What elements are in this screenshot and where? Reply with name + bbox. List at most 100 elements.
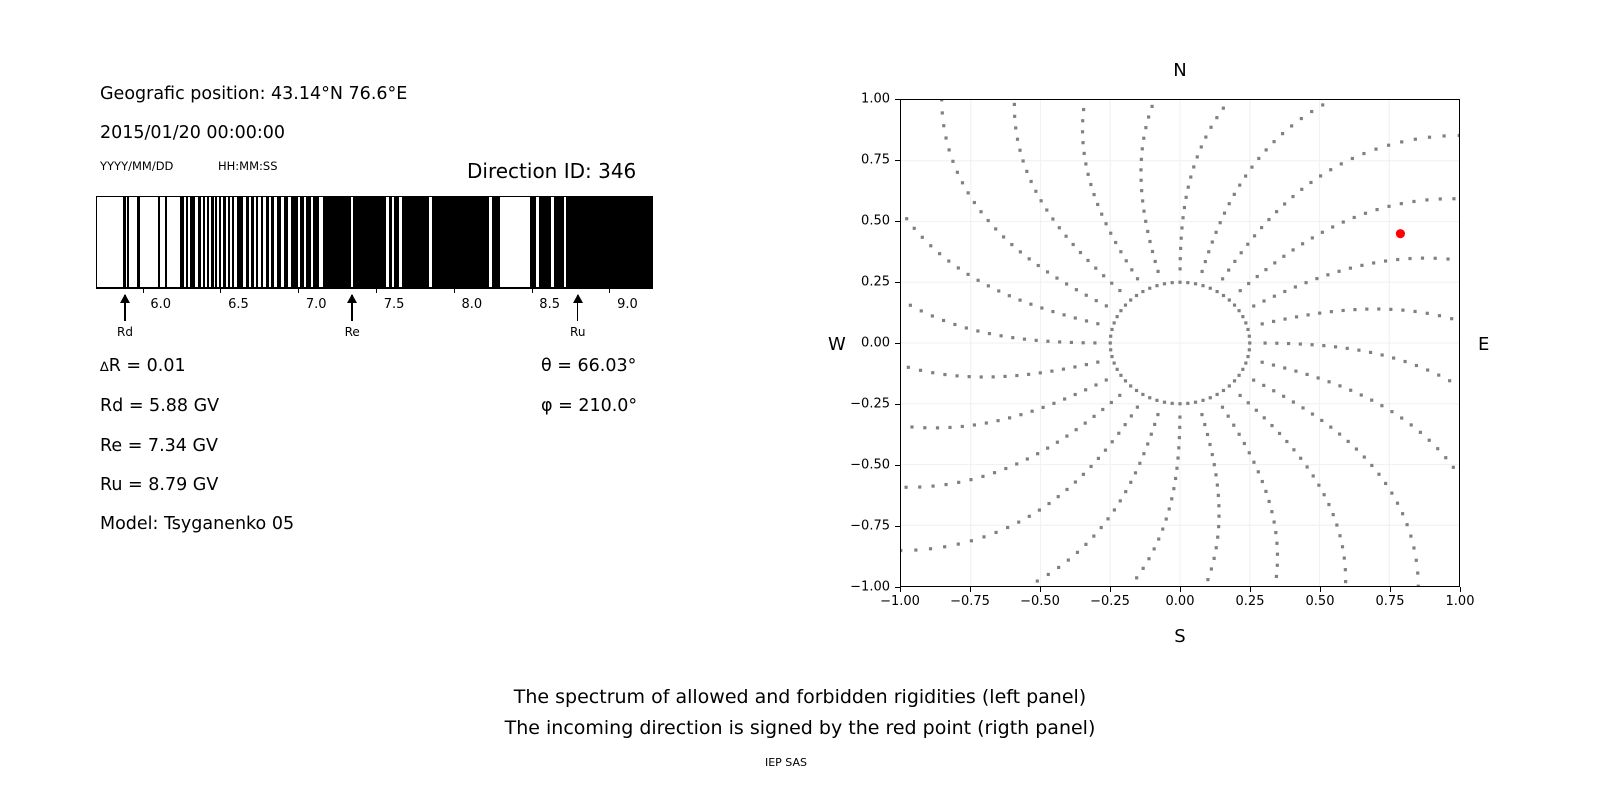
direction-dot (1135, 576, 1139, 580)
direction-dot (1119, 250, 1123, 254)
direction-dot (1273, 261, 1277, 265)
direction-dot (944, 136, 948, 140)
time-format-hint: HH:MM:SS (218, 159, 278, 173)
direction-dot (1203, 259, 1207, 264)
direction-dot (1180, 226, 1184, 230)
direction-dot (1003, 374, 1007, 378)
direction-dot (1272, 520, 1276, 524)
direction-dot (1181, 216, 1185, 220)
direction-dots (901, 100, 1459, 586)
forbidden-band (127, 197, 129, 287)
direction-dot (957, 480, 961, 484)
direction-dot (1318, 311, 1322, 315)
direction-dot (986, 218, 990, 223)
direction-dot (976, 329, 980, 333)
direction-dot (1170, 281, 1174, 285)
direction-dot (1241, 367, 1245, 371)
forbidden-band (214, 197, 218, 287)
direction-dot (947, 259, 951, 263)
forbidden-band (223, 197, 226, 287)
spectrum-tick (220, 288, 222, 293)
direction-dot (1300, 187, 1304, 191)
direction-dot (1110, 354, 1114, 359)
direction-dot (1247, 334, 1251, 338)
direction-dot (1112, 508, 1116, 512)
direction-dot (1208, 396, 1212, 400)
direction-dot (1051, 217, 1055, 221)
compass-label-north: N (1173, 60, 1187, 81)
direction-dot (1106, 517, 1110, 521)
direction-dot (1267, 499, 1271, 504)
direction-dot (1374, 147, 1378, 151)
direction-dot (1081, 119, 1085, 123)
direction-dot (1094, 299, 1098, 303)
direction-dot (1283, 317, 1287, 321)
spectrum-tick (142, 288, 144, 293)
direction-dot (1272, 389, 1276, 393)
direction-dot (1073, 392, 1077, 397)
direction-dot (1073, 316, 1077, 320)
direction-dot (1291, 400, 1295, 404)
direction-dot (1362, 455, 1366, 459)
direction-dot (1109, 334, 1113, 338)
forbidden-band (431, 197, 489, 287)
direction-dot (1210, 240, 1214, 244)
direction-dot (1057, 226, 1061, 230)
direction-dot (1175, 466, 1179, 470)
direction-dot (1322, 493, 1326, 497)
forbidden-band (251, 197, 254, 287)
direction-dot (1172, 487, 1176, 491)
direction-dot (1262, 383, 1266, 387)
direction-dot (1178, 257, 1182, 261)
spectrum-tick-label: 8.0 (461, 297, 483, 312)
direction-dot (1157, 537, 1161, 541)
forbidden-band (237, 197, 244, 287)
param-delta-r-value: R = 0.01 (108, 356, 186, 376)
direction-dot (1344, 579, 1348, 584)
direction-dot (1272, 294, 1276, 298)
direction-dot (1387, 204, 1391, 208)
direction-dot (1246, 354, 1250, 359)
direction-dot (1375, 207, 1379, 212)
direction-dot (1142, 452, 1146, 456)
rigidity-spectrum-bar (96, 196, 653, 288)
direction-dot (1078, 250, 1083, 255)
direction-dot (1134, 293, 1139, 298)
direction-dot (1209, 125, 1213, 129)
forbidden-band (283, 197, 289, 287)
direction-dot (918, 368, 923, 372)
caption-line-2: The incoming direction is signed by the … (504, 717, 1096, 739)
arrow-shaft (124, 295, 126, 321)
direction-dot (947, 148, 951, 152)
forbidden-band (566, 197, 652, 287)
direction-dot (1066, 558, 1070, 562)
direction-dot (991, 375, 995, 379)
direction-dot (1075, 550, 1080, 554)
direction-dot (1257, 156, 1261, 161)
direction-dot (1291, 248, 1295, 252)
direction-dot (1083, 421, 1087, 425)
direction-dot (1353, 308, 1357, 312)
direction-dot (1227, 384, 1231, 388)
direction-dot (1310, 236, 1314, 240)
direction-dot (1275, 563, 1279, 567)
spectrum-tick-label: 7.0 (305, 297, 327, 312)
direction-dot (1338, 432, 1342, 436)
direction-dot (1179, 236, 1183, 240)
direction-dot (1152, 547, 1156, 551)
direction-dot (1319, 174, 1323, 178)
spectrum-tick-label: 8.5 (539, 297, 560, 312)
polar-y-tick (895, 587, 900, 588)
direction-dot (1341, 308, 1345, 313)
direction-dot (1310, 109, 1314, 114)
direction-dot (1045, 270, 1050, 274)
direction-dot (1401, 308, 1405, 312)
direction-dot (923, 426, 927, 430)
geographic-position-label: Geografic position: 43.14°N 76.6°E (100, 84, 408, 104)
direction-dot (1270, 510, 1274, 514)
direction-dot (1403, 359, 1407, 364)
direction-dot (1254, 408, 1258, 412)
direction-dot (1427, 135, 1432, 139)
direction-dot (1217, 525, 1221, 529)
direction-dot (955, 374, 959, 378)
